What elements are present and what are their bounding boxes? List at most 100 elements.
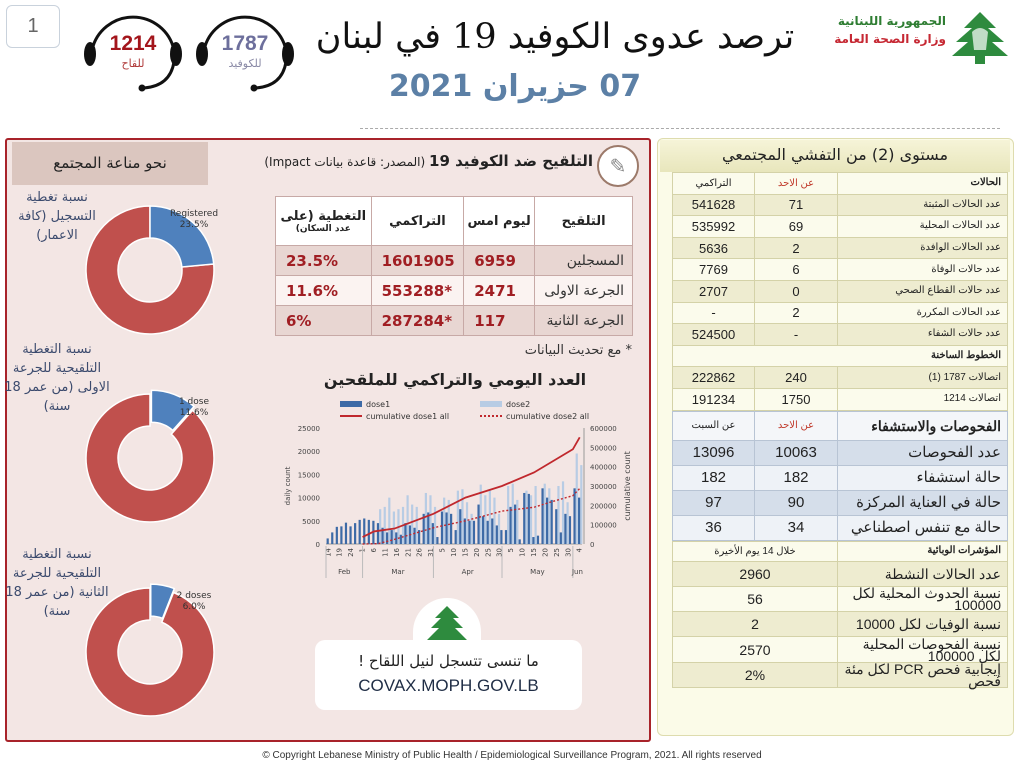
dose2-bar [493, 497, 496, 544]
col-period: خلال 14 يوم الأخيرة [672, 540, 838, 562]
hotline-vaccine-badge: 1214 للقاح [78, 2, 188, 92]
slice-value: 6.0% [183, 602, 206, 612]
dose1-bar [335, 526, 338, 544]
y2-tick-label: 100000 [590, 522, 617, 530]
dose1-bar [367, 519, 370, 544]
cumulative-value: 1601905 [370, 245, 465, 276]
donut-label: نسبة تغطية التسجيل (كافة الاعمار) [18, 190, 96, 243]
cumulative-cell: 535992 [672, 215, 755, 238]
table-row: نسبة الحدوث المحلية لكل 100000 56 [672, 585, 1008, 613]
dose2-bar [447, 499, 450, 544]
registration-promo: ما تنسى تتسجل لنيل اللقاح ! COVAX.MOPH.G… [315, 640, 582, 710]
dose1-bar [386, 532, 389, 544]
table-row: عدد الفحوصات 10063 13096 [672, 439, 1008, 466]
dose2-bar [516, 499, 519, 544]
dose1-bar [559, 532, 562, 544]
label-cell: عدد حالات الشفاء [837, 323, 1008, 346]
saturday-cell: 36 [672, 514, 755, 541]
cumulative-cell: 541628 [672, 193, 755, 217]
label-cell: عدد الفحوصات [837, 439, 1008, 466]
dose2-bar [525, 490, 528, 544]
dose1-bar [376, 523, 380, 544]
dose1-bar [486, 520, 489, 544]
label-cell: عدد الحالات المثبتة [837, 193, 1008, 217]
logo-line-1: الجمهورية اللبنانية [837, 14, 946, 28]
dose1-bar [568, 516, 572, 544]
x-tick-label: 31 [427, 548, 435, 557]
legend-label: cumulative dose1 all [366, 412, 449, 421]
dose1-bar [550, 499, 553, 544]
dose2-bar [379, 509, 382, 544]
table-row: عدد الحالات المكررة 2- [672, 301, 1008, 325]
dose1-bar [564, 513, 567, 544]
community-tables: الحالات عن الاحد التراكمي عدد الحالات المث… [672, 172, 1008, 689]
dose2-bar [580, 465, 583, 544]
dose2-bar [470, 513, 473, 544]
sunday-cell: 2 [754, 301, 838, 325]
sunday-cell: 182 [754, 464, 838, 491]
dose2-bar [548, 488, 551, 544]
donut-label: نسبة التغطية التلقيحية للجرعة الاولى (من… [4, 342, 110, 414]
divider [360, 128, 1000, 129]
x-tick-label: 30 [496, 548, 504, 557]
logo-line-2: وزارة الصحة العامة [834, 32, 946, 46]
dose1-bar [468, 520, 471, 544]
table-row: المسجلين 6959 1601905 23.5% [275, 245, 633, 276]
sunday-cell: 0 [754, 279, 838, 303]
y2-axis-label: cumulative count [623, 451, 632, 521]
label-cell: إيجابية فحص PCR لكل مئة فحص [837, 661, 1008, 689]
hotlines-header-row: الخطوط الساخنة [672, 344, 1008, 368]
dose1-bar [541, 488, 544, 544]
headset-icon [196, 15, 294, 92]
dose1-bar [518, 539, 521, 544]
registration-link[interactable]: COVAX.MOPH.GOV.LB [358, 676, 539, 695]
label-cell: عدد الحالات النشطة [837, 560, 1008, 587]
dose2-bar [507, 486, 510, 544]
dose1-bar [363, 518, 366, 544]
y-tick-label: 5000 [302, 518, 320, 526]
col-cumulative: التراكمي [370, 196, 465, 246]
dose1-bar [536, 535, 540, 544]
col-type: التلقيح [534, 196, 633, 246]
dose2-bar [557, 486, 560, 544]
cumulative-cell: 222862 [672, 366, 755, 389]
cumulative-cell: - [672, 301, 755, 325]
sunday-cell: 69 [754, 215, 838, 238]
sunday-cell: 1750 [754, 387, 838, 411]
dose1-bar [331, 532, 334, 544]
y2-tick-label: 500000 [590, 444, 617, 452]
dose2-bar [566, 502, 569, 544]
dose2-bar [411, 504, 414, 544]
donut-label: نسبة التغطية التلقيحية للجرعة الثانية (م… [5, 547, 109, 619]
ministry-logo-text: الجمهورية اللبنانية وزارة الصحة العامة [808, 12, 946, 48]
dose1-bar [436, 537, 439, 544]
legend-label: cumulative dose2 all [506, 412, 589, 421]
dose1-bar [422, 513, 425, 544]
saturday-cell: 97 [672, 489, 755, 516]
sunday-cell: 71 [754, 193, 838, 217]
value-cell: 2% [672, 661, 838, 689]
x-tick-label: 5 [439, 548, 447, 552]
table-row: حالة استشفاء 182 182 [672, 464, 1008, 491]
table-header-row: الفحوصات والاستشفاء عن الاحد عن السبت [672, 410, 1008, 441]
yesterday-value: 2471 [463, 275, 536, 306]
table-row: اتصالات 1214 1750 191234 [672, 387, 1008, 411]
legend-label: dose1 [366, 400, 390, 409]
row-label: الجرعة الاولى [534, 275, 633, 306]
y2-tick-label: 0 [590, 541, 594, 549]
dose1-bar [527, 493, 530, 544]
x-tick-label: 25 [484, 548, 492, 557]
dose1-bar [413, 527, 416, 544]
value-cell: 2 [672, 611, 838, 638]
dose1-bar [514, 504, 517, 544]
x-tick-label: 30 [564, 548, 572, 557]
sunday-cell: 240 [754, 366, 838, 389]
tests-hospitalization-table: الفحوصات والاستشفاء عن الاحد عن السبت عدد … [672, 410, 1008, 541]
table-row: الجرعة الاولى 2471 *553288 11.6% [275, 275, 633, 306]
x-tick-label: 19 [336, 548, 344, 557]
dose2-bar [529, 495, 533, 544]
x-tick-label: 25 [553, 548, 561, 557]
